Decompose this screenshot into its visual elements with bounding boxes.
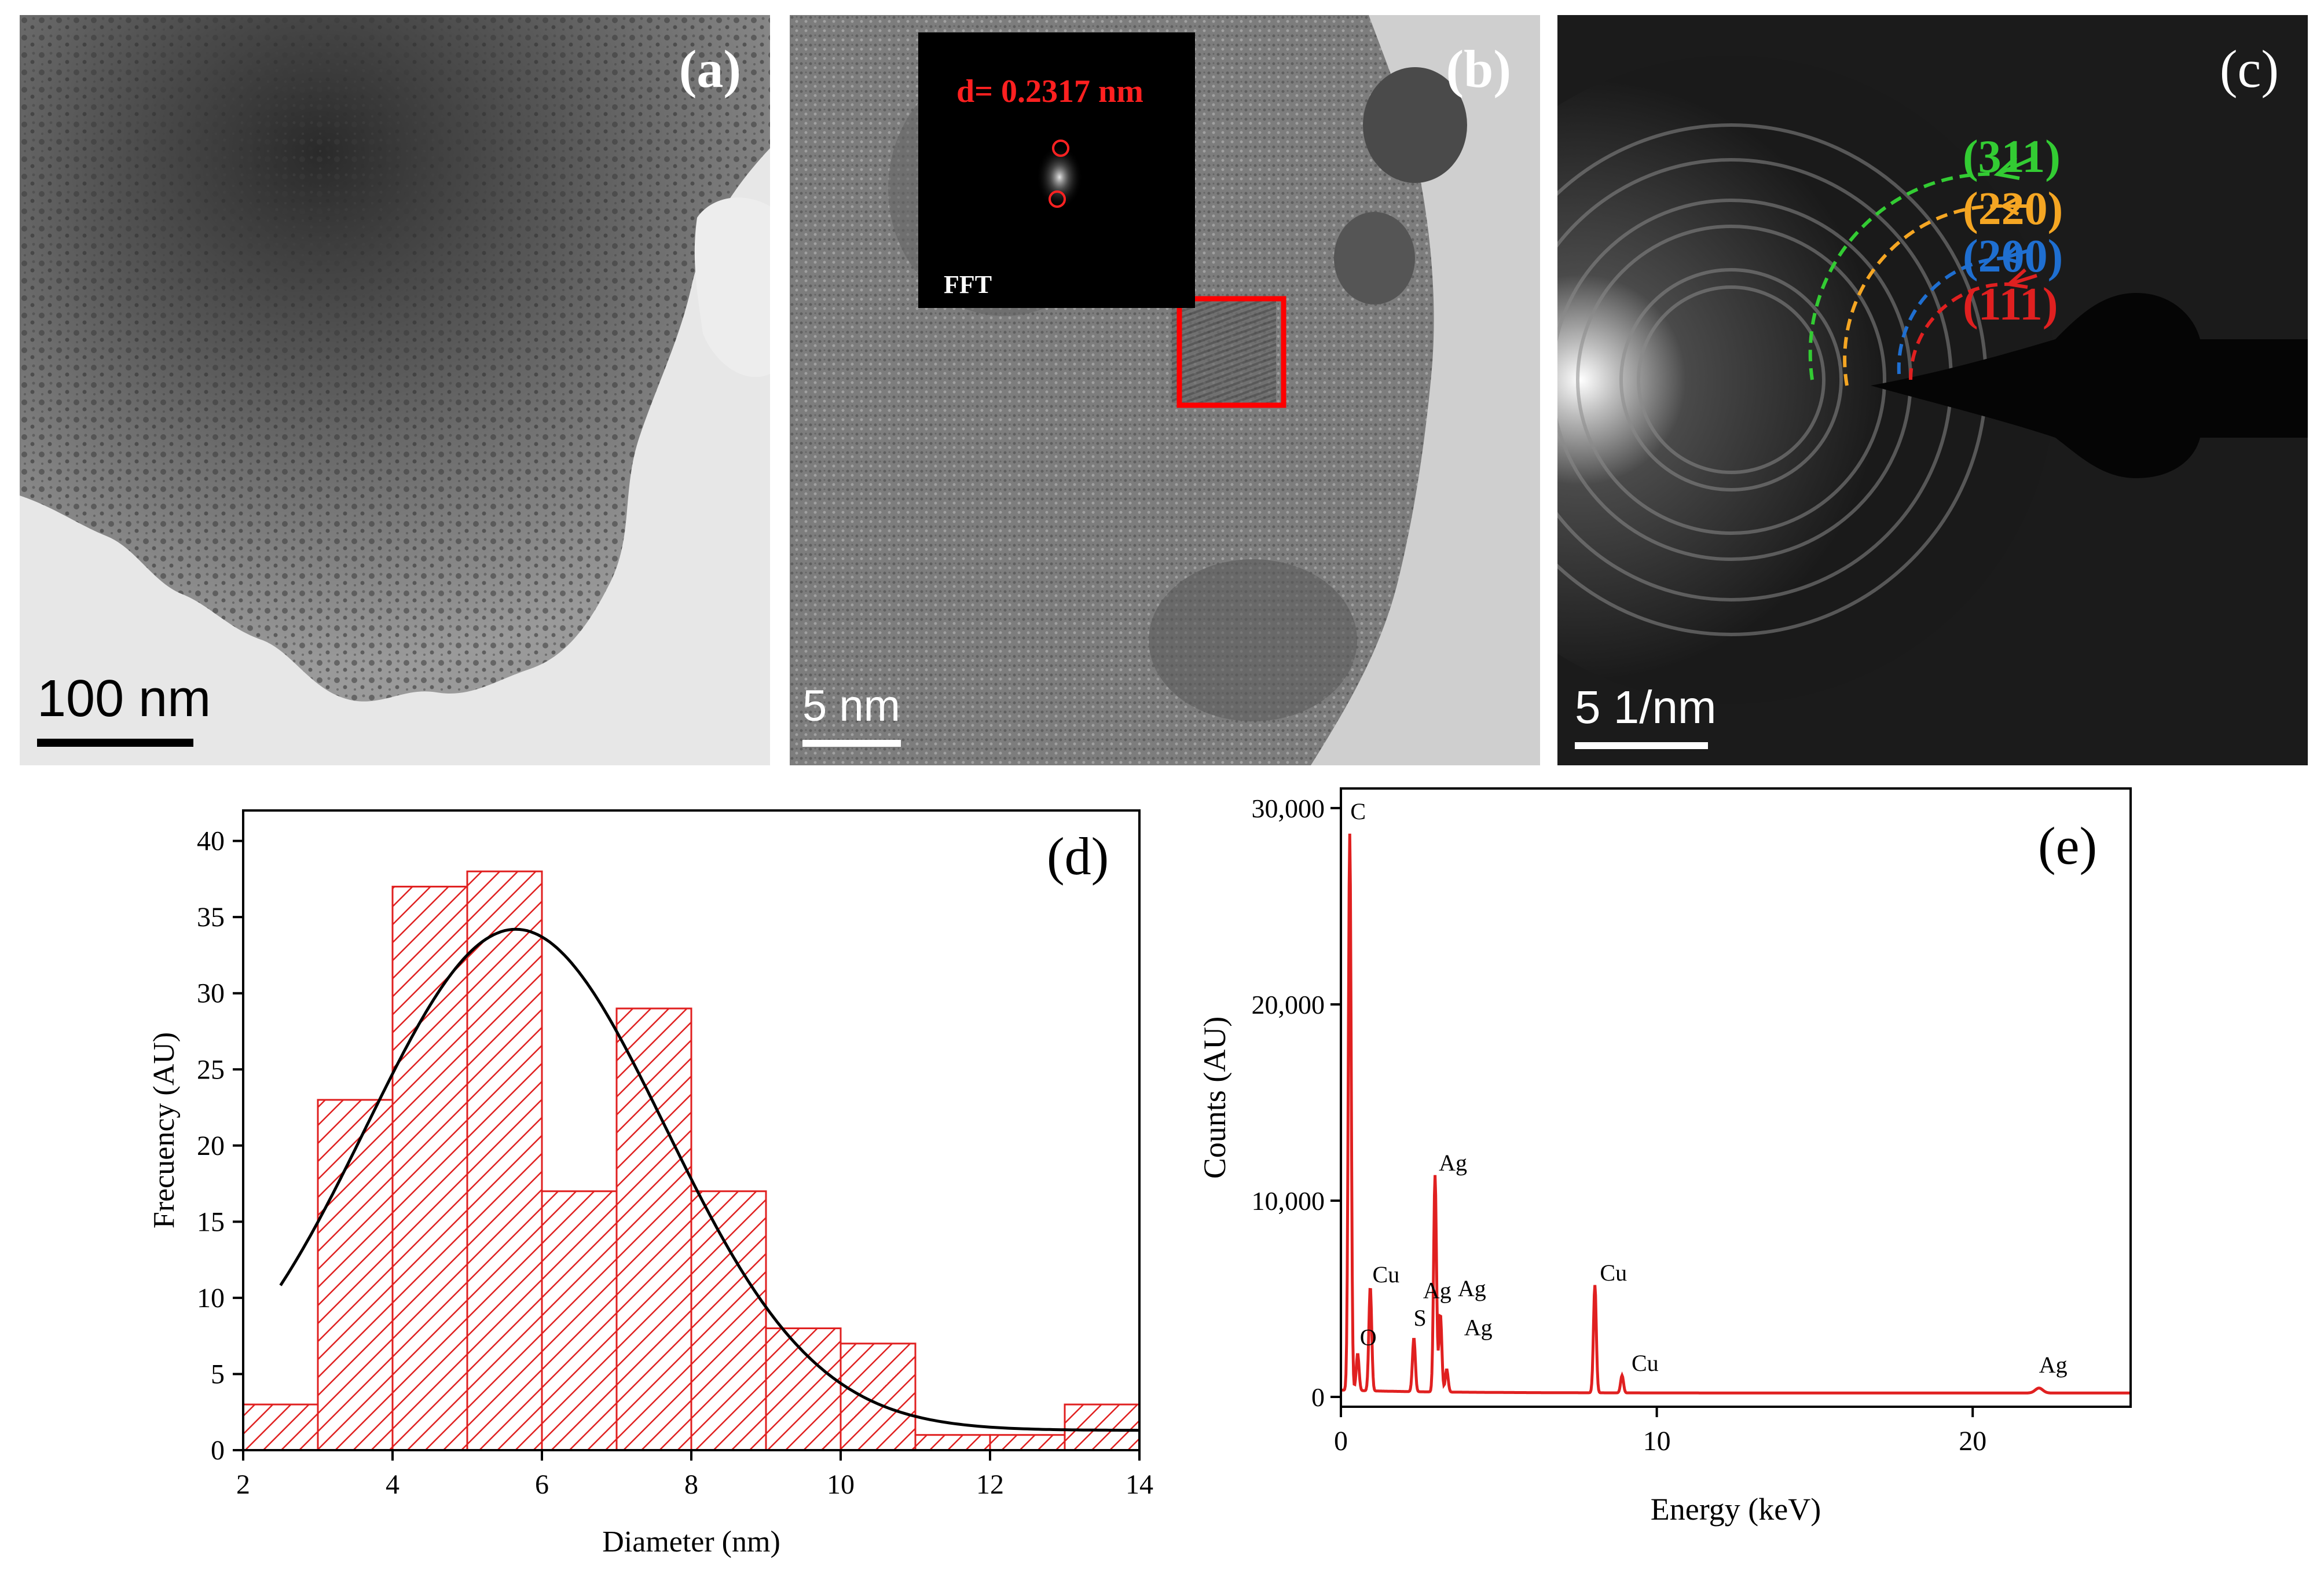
eds-x-axis-label: Energy (keV) bbox=[1651, 1492, 1821, 1527]
panel-b-label: (b) bbox=[1446, 39, 1511, 98]
eds-peak-label: S bbox=[1413, 1305, 1426, 1331]
eds-y-axis-label: Counts (AU) bbox=[1197, 1017, 1232, 1179]
eds-y-tick-label: 30,000 bbox=[1252, 794, 1325, 823]
histogram-y-axis-label: Frecuency (AU) bbox=[148, 1032, 181, 1228]
histogram-bar bbox=[242, 1403, 319, 1451]
histogram-y-tick-label: 15 bbox=[197, 1206, 225, 1237]
panel-b-scale-bar bbox=[802, 740, 901, 747]
eds-y-tick-label: 10,000 bbox=[1252, 1186, 1325, 1216]
histogram-y-tick-label: 5 bbox=[211, 1359, 225, 1389]
panel-a-scale-bar-text: 100 nm bbox=[37, 670, 211, 728]
eds-x-tick-label: 0 bbox=[1334, 1426, 1348, 1457]
histogram-bar bbox=[541, 1190, 618, 1451]
histogram-y-tick-label: 30 bbox=[197, 978, 225, 1009]
fft-pattern: d= 0.2317 nm FFT bbox=[944, 74, 1143, 299]
histogram-bar bbox=[615, 1007, 692, 1451]
fft-spot-marker-bottom bbox=[1049, 190, 1066, 208]
panel-a-scale-bar bbox=[37, 739, 193, 747]
histogram-bar bbox=[840, 1342, 917, 1451]
histogram-bar bbox=[914, 1434, 991, 1451]
histogram-y-tick-label: 35 bbox=[197, 902, 225, 933]
histogram-x-axis-label: Diameter (nm) bbox=[602, 1525, 780, 1558]
panel-c-label: (c) bbox=[2219, 39, 2279, 98]
eds-y-tick-label: 0 bbox=[1311, 1382, 1325, 1412]
histogram-bar bbox=[765, 1327, 842, 1451]
ring-label-200: (200) bbox=[1963, 231, 2063, 282]
panel-b-scale-bar-text: 5 nm bbox=[802, 681, 900, 731]
histogram-chart: 2 4 6 8 10 12 14 0 5 10 15 20 25 30 35 40 Diameter (nm… bbox=[148, 809, 1153, 1558]
eds-axes-frame bbox=[1340, 787, 2132, 1408]
panel-a-label: (a) bbox=[679, 39, 741, 98]
histogram-bar bbox=[1064, 1403, 1141, 1451]
eds-spectrum-line bbox=[1341, 833, 2131, 1395]
eds-peak-label: O bbox=[1360, 1325, 1377, 1351]
panel-c-scale-bar bbox=[1575, 742, 1708, 749]
histogram-y-tick-label: 0 bbox=[211, 1435, 225, 1466]
eds-x-tick-label: 20 bbox=[1959, 1426, 1986, 1457]
panel-e-label: (e) bbox=[2038, 816, 2097, 875]
eds-peak-label: Ag bbox=[1458, 1275, 1486, 1301]
eds-peak-label: Ag bbox=[1464, 1315, 1493, 1341]
histogram-x-tick-label: 4 bbox=[386, 1469, 399, 1500]
eds-peak-label: Ag bbox=[1439, 1150, 1467, 1176]
histogram-bar bbox=[391, 886, 468, 1451]
histogram-x-tick-label: 8 bbox=[684, 1469, 698, 1500]
fft-spot-marker-top bbox=[1052, 140, 1069, 157]
histogram-x-tick-label: 6 bbox=[535, 1469, 549, 1500]
histogram-y-tick-label: 10 bbox=[197, 1283, 225, 1314]
histogram-y-tick-label: 20 bbox=[197, 1131, 225, 1161]
histogram-bar bbox=[989, 1434, 1066, 1451]
histogram-y-tick-label: 25 bbox=[197, 1054, 225, 1085]
selected-region-box bbox=[1176, 296, 1286, 408]
fft-d-spacing: d= 0.2317 nm bbox=[956, 74, 1143, 109]
histogram-bar bbox=[690, 1190, 767, 1451]
tem-particle-film bbox=[20, 15, 770, 702]
saed-rings bbox=[1557, 15, 2308, 765]
fft-label: FFT bbox=[944, 270, 992, 299]
eds-y-tick-label: 20,000 bbox=[1252, 990, 1325, 1019]
panel-c-scale-bar-text: 5 1/nm bbox=[1575, 681, 1717, 733]
histogram-y-tick-label: 40 bbox=[197, 826, 225, 857]
eds-peak-label: Cu bbox=[1600, 1260, 1627, 1286]
eds-peak-label: Cu bbox=[1373, 1261, 1400, 1287]
ring-label-111: (111) bbox=[1963, 279, 2058, 330]
panel-d-label: (d) bbox=[1047, 827, 1109, 886]
histogram-x-tick-label: 10 bbox=[827, 1469, 855, 1500]
eds-peak-label: Ag bbox=[2039, 1352, 2068, 1378]
fft-inset: d= 0.2317 nm FFT bbox=[918, 32, 1195, 308]
panel-b-hrtem-image: d= 0.2317 nm FFT (b) 5 nm bbox=[790, 15, 1540, 765]
gaussian-fit-curve bbox=[279, 927, 1140, 1432]
panel-a-tem-image: (a) 100 nm bbox=[20, 15, 770, 765]
histogram-x-tick-label: 2 bbox=[236, 1469, 250, 1500]
panel-c-saed-pattern: (311) (220) (200) (111) (c) 5 1/nm bbox=[1557, 15, 2308, 765]
histogram-bar bbox=[466, 870, 543, 1451]
ring-label-311: (311) bbox=[1963, 131, 2061, 182]
eds-x-tick-label: 10 bbox=[1643, 1426, 1671, 1457]
eds-peak-label: Ag bbox=[1423, 1277, 1451, 1303]
histogram-x-tick-label: 12 bbox=[976, 1469, 1004, 1500]
eds-peak-label: C bbox=[1350, 798, 1366, 824]
histogram-x-tick-label: 14 bbox=[1126, 1469, 1153, 1500]
eds-peak-label: Cu bbox=[1632, 1350, 1659, 1376]
ring-label-220: (220) bbox=[1963, 184, 2063, 234]
